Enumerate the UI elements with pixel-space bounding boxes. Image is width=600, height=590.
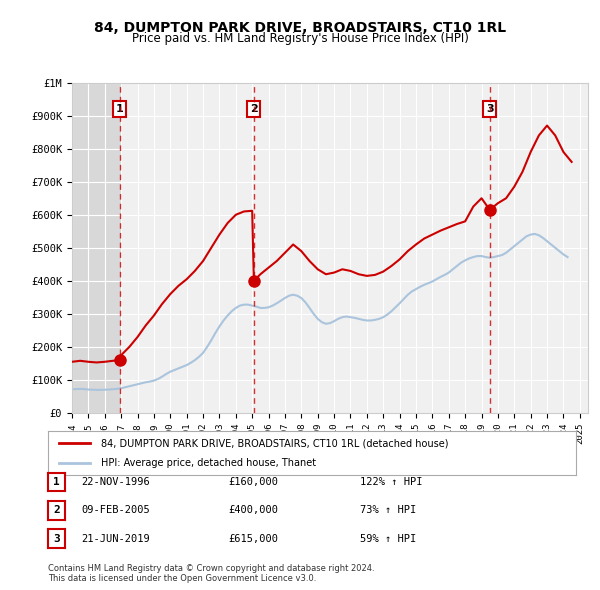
Text: 84, DUMPTON PARK DRIVE, BROADSTAIRS, CT10 1RL (detached house): 84, DUMPTON PARK DRIVE, BROADSTAIRS, CT1…: [101, 438, 448, 448]
Text: Price paid vs. HM Land Registry's House Price Index (HPI): Price paid vs. HM Land Registry's House …: [131, 32, 469, 45]
Text: HPI: Average price, detached house, Thanet: HPI: Average price, detached house, Than…: [101, 458, 316, 467]
Text: 84, DUMPTON PARK DRIVE, BROADSTAIRS, CT10 1RL: 84, DUMPTON PARK DRIVE, BROADSTAIRS, CT1…: [94, 21, 506, 35]
Text: 73% ↑ HPI: 73% ↑ HPI: [360, 506, 416, 515]
Text: £615,000: £615,000: [228, 534, 278, 543]
Text: £400,000: £400,000: [228, 506, 278, 515]
Text: 122% ↑ HPI: 122% ↑ HPI: [360, 477, 422, 487]
Text: 21-JUN-2019: 21-JUN-2019: [81, 534, 150, 543]
Text: 2: 2: [53, 506, 60, 515]
Text: 22-NOV-1996: 22-NOV-1996: [81, 477, 150, 487]
Text: 3: 3: [53, 534, 60, 543]
Text: 1: 1: [116, 104, 124, 114]
Text: 1: 1: [53, 477, 60, 487]
Text: 59% ↑ HPI: 59% ↑ HPI: [360, 534, 416, 543]
Text: £160,000: £160,000: [228, 477, 278, 487]
Text: 2: 2: [250, 104, 258, 114]
Text: Contains HM Land Registry data © Crown copyright and database right 2024.
This d: Contains HM Land Registry data © Crown c…: [48, 563, 374, 583]
Text: 09-FEB-2005: 09-FEB-2005: [81, 506, 150, 515]
Text: 3: 3: [486, 104, 494, 114]
